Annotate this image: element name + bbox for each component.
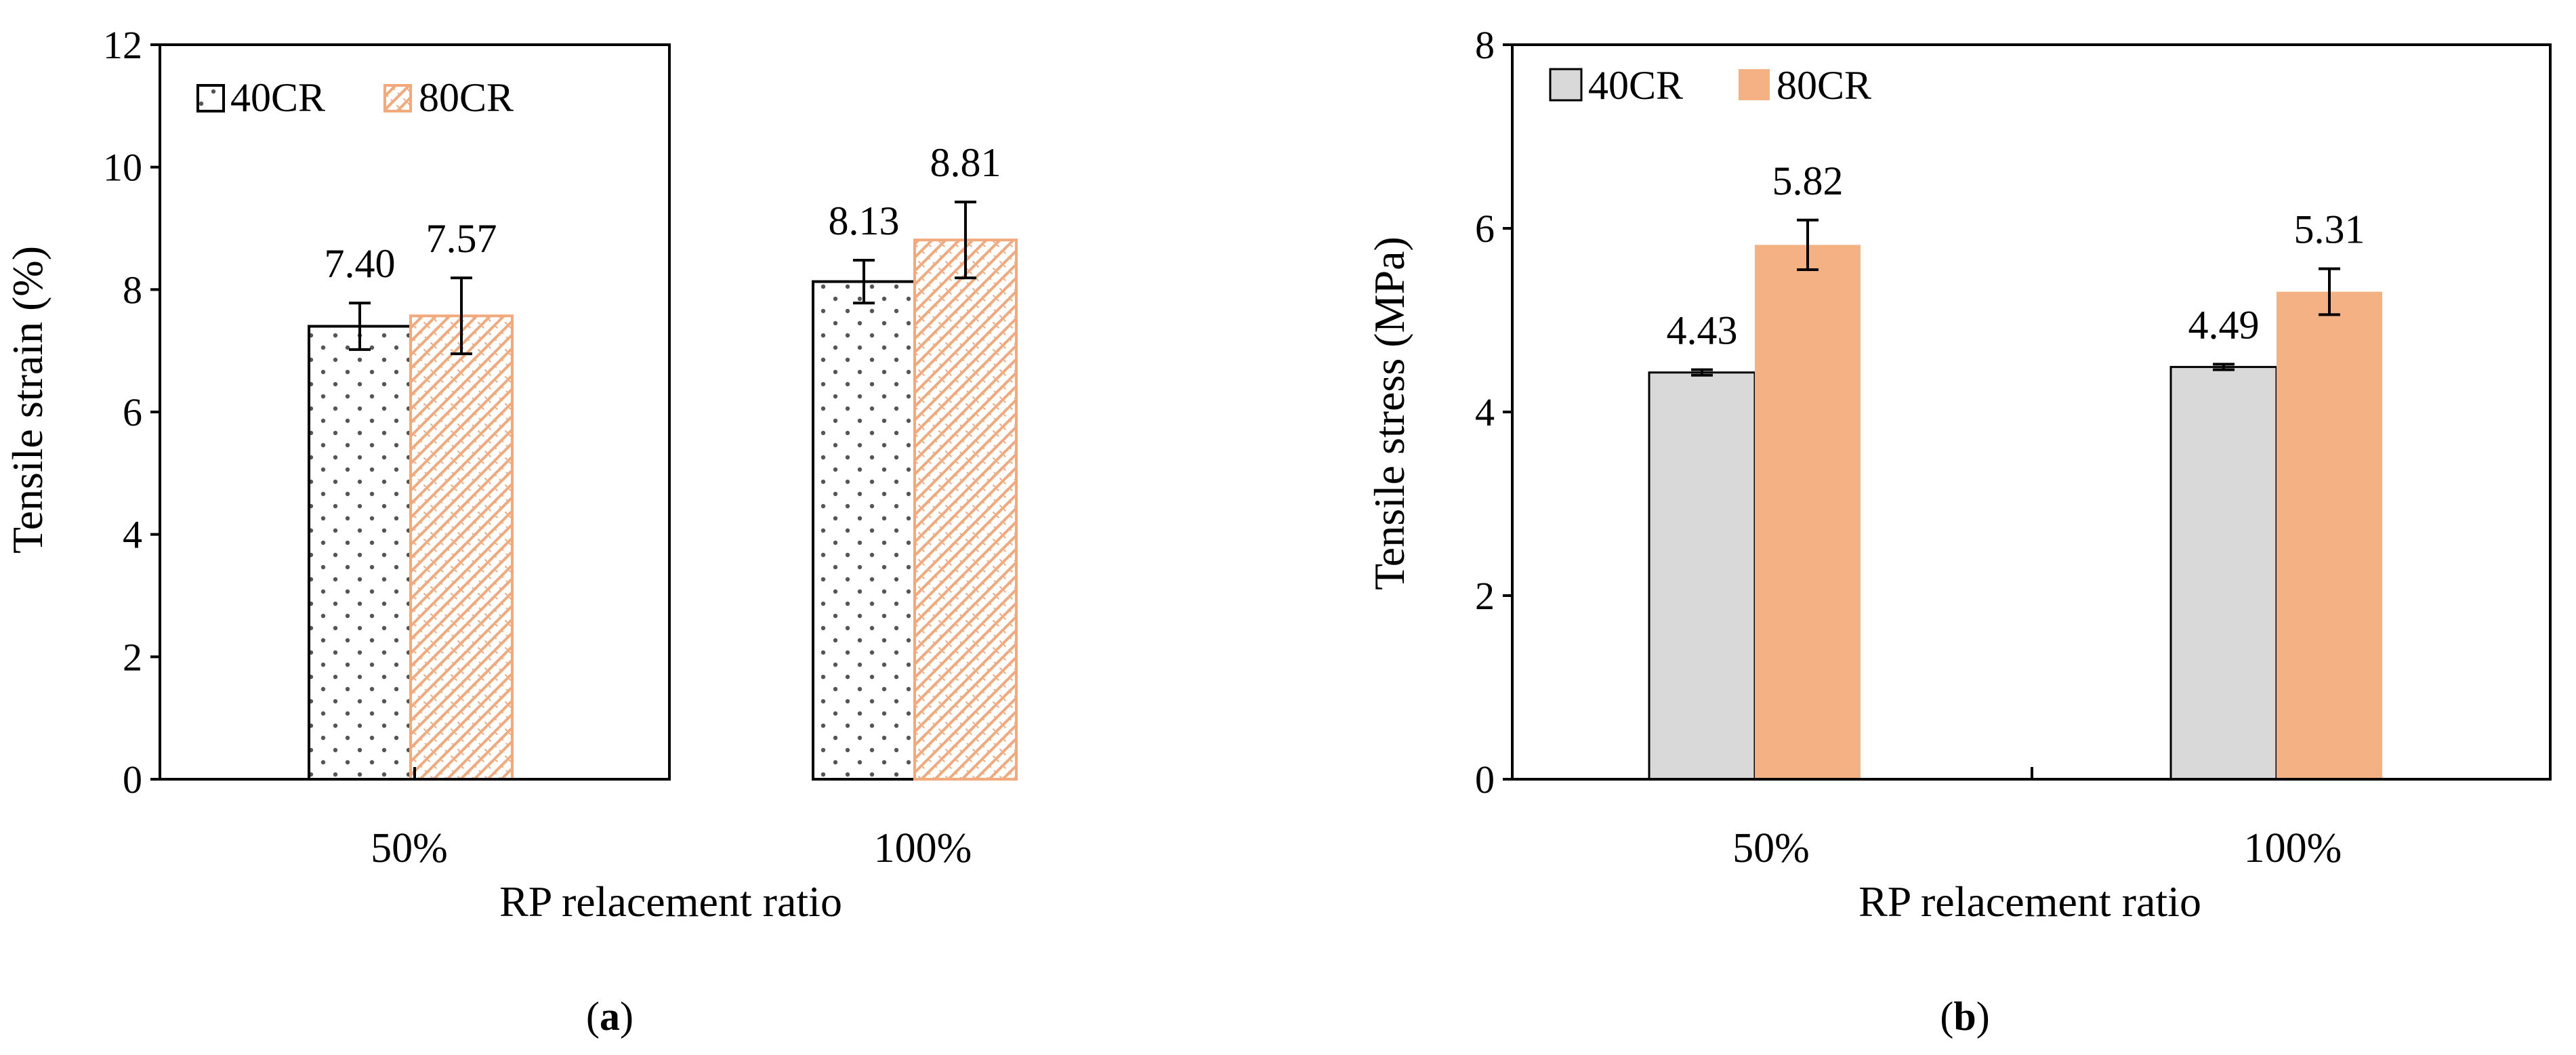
- data-label-40CR-a-0: 7.40: [325, 241, 396, 286]
- category-label-a-1: 100%: [874, 825, 972, 871]
- y-tick-label-a-3: 6: [123, 390, 142, 434]
- category-label-b-0: 50%: [1732, 825, 1810, 871]
- error-bar-80CR-a-0: [451, 276, 472, 356]
- y-ticks-b: 0 2 4 6 8: [1475, 23, 1512, 802]
- legend-label-40CR-a: 40CR: [230, 75, 325, 120]
- y-tick-label-b-0: 0: [1475, 758, 1495, 802]
- category-label-a-0: 50%: [371, 825, 448, 871]
- panel-label-b: (b): [1940, 994, 1989, 1039]
- y-ticks-a: 0 2 4 6 8 10 12: [103, 23, 160, 802]
- bar-40CR-a-0: [308, 325, 412, 781]
- legend-label-80CR-b: 80CR: [1777, 63, 1871, 108]
- bar-40CR-b-0: [1648, 371, 1756, 781]
- bar-80CR-b-0: [1755, 245, 1861, 779]
- data-label-40CR-a-1: 8.13: [829, 199, 900, 243]
- data-label-80CR-b-0: 5.82: [1772, 159, 1844, 203]
- error-bars-a: [349, 201, 976, 356]
- data-labels-b: 4.43 4.49 5.82 5.31: [1667, 159, 2365, 353]
- y-tick-label-a-6: 12: [103, 23, 142, 67]
- legend-label-80CR-a: 80CR: [419, 75, 514, 120]
- panel-label-a: (a): [586, 994, 633, 1039]
- x-axis-title-b: RP relacement ratio: [1858, 877, 2201, 926]
- data-label-80CR-a-0: 7.57: [426, 216, 497, 261]
- bar-80CR-b-1: [2277, 291, 2382, 779]
- legend-swatch-80CR-a: [383, 84, 412, 112]
- chart-panel-a: Tensile strain (%) 0 2 4 6 8 10 12 7.40 8.13 7.5…: [3, 23, 1018, 1039]
- legend-swatch-40CR-a: [196, 84, 225, 112]
- legend-a: 40CR 80CR: [196, 75, 514, 120]
- data-label-80CR-b-1: 5.31: [2294, 207, 2365, 252]
- error-bar-80CR-a-1: [955, 201, 976, 280]
- y-tick-label-b-4: 8: [1475, 23, 1495, 67]
- data-label-40CR-b-1: 4.49: [2188, 303, 2260, 348]
- y-tick-label-a-0: 0: [123, 758, 142, 802]
- bar-80CR-a-1: [913, 239, 1018, 781]
- data-label-80CR-a-1: 8.81: [930, 140, 1001, 185]
- category-label-b-1: 100%: [2244, 825, 2342, 871]
- error-bars-b: [1691, 218, 2340, 377]
- y-tick-label-a-4: 8: [123, 268, 142, 312]
- error-bar-40CR-a-0: [349, 302, 371, 351]
- y-tick-label-b-1: 2: [1475, 574, 1495, 618]
- bars-a: [308, 239, 1018, 781]
- y-tick-label-b-2: 4: [1475, 390, 1495, 434]
- y-tick-label-a-2: 4: [123, 513, 142, 557]
- legend-swatch-80CR-b: [1739, 69, 1770, 100]
- x-axis-title-a: RP relacement ratio: [499, 877, 842, 926]
- legend-b: 40CR 80CR: [1549, 63, 1871, 108]
- y-axis-title-b: Tensile stress (MPa): [1365, 236, 1413, 590]
- data-labels-a: 7.40 8.13 7.57 8.81: [325, 140, 1001, 286]
- y-tick-label-a-5: 10: [103, 146, 142, 190]
- legend-label-40CR-b: 40CR: [1588, 63, 1683, 108]
- bar-40CR-a-1: [812, 280, 916, 781]
- error-bar-80CR-b-0: [1797, 218, 1819, 271]
- bar-80CR-a-0: [409, 314, 514, 781]
- data-label-40CR-b-0: 4.43: [1667, 308, 1738, 353]
- y-tick-label-a-1: 2: [123, 635, 142, 679]
- error-bar-40CR-b-1: [2213, 363, 2235, 371]
- legend-swatch-40CR-b: [1549, 68, 1583, 102]
- bars-b: [1648, 245, 2382, 781]
- y-tick-label-b-3: 6: [1475, 207, 1495, 251]
- error-bar-80CR-b-1: [2319, 267, 2340, 316]
- bar-40CR-b-1: [2169, 366, 2278, 781]
- y-axis-title-a: Tensile strain (%): [3, 246, 51, 554]
- chart-panel-b: Tensile stress (MPa) 0 2 4 6 8 4.43 4.49 5.82 5…: [1365, 23, 2552, 1039]
- error-bar-40CR-a-1: [853, 258, 875, 305]
- error-bar-40CR-b-0: [1691, 368, 1713, 377]
